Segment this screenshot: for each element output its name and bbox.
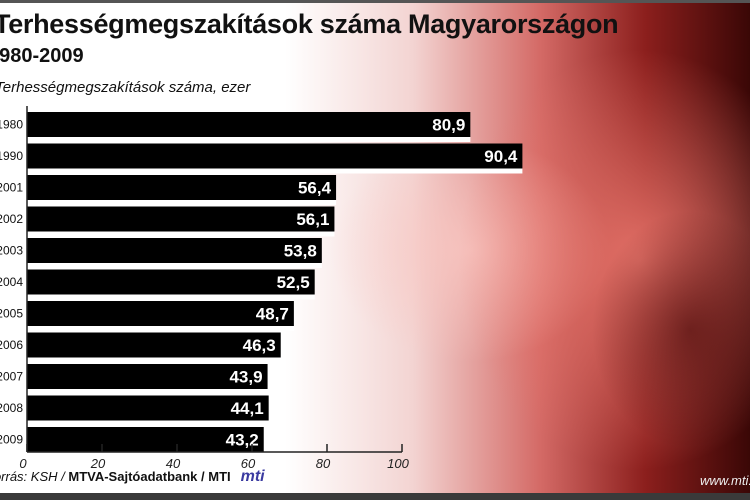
value-label: 53,8 — [284, 242, 317, 261]
category-label: 2008 — [0, 401, 23, 415]
category-label: 2009 — [0, 433, 23, 447]
x-tick-label: 40 — [166, 456, 181, 471]
category-label: 2001 — [0, 181, 23, 195]
x-tick-label: 0 — [19, 456, 27, 471]
value-label: 46,3 — [243, 336, 276, 355]
bar-highlight — [27, 200, 337, 205]
source-bold: MTVA-Sajtóadatbank / MTI — [68, 469, 231, 484]
bar-highlight — [27, 326, 294, 331]
value-label: 52,5 — [277, 273, 310, 292]
value-label: 44,1 — [231, 399, 264, 418]
website-link[interactable]: www.mti.hu — [700, 473, 750, 488]
bar-highlight — [27, 168, 523, 174]
bar-2007 — [27, 364, 268, 389]
bar-2003 — [27, 238, 322, 263]
category-label: 1980 — [0, 118, 23, 132]
value-label: 43,2 — [226, 431, 259, 450]
bar-highlight — [27, 137, 471, 142]
bar-2005 — [27, 301, 294, 326]
category-label: 2007 — [0, 370, 23, 384]
bar-2006 — [27, 332, 281, 358]
value-label: 90,4 — [484, 147, 518, 166]
category-label: 2003 — [0, 244, 23, 258]
x-tick-label: 20 — [90, 456, 106, 471]
x-tick-label: 100 — [387, 456, 409, 471]
top-border — [0, 0, 750, 3]
footer-row: Forrás: KSH / MTVA-Sajtóadatbank / MTI m… — [0, 468, 265, 486]
bar-2001 — [27, 175, 337, 200]
bar-highlight — [27, 231, 335, 237]
bar-highlight — [27, 389, 268, 394]
bottom-border — [0, 493, 750, 500]
bar-highlight — [27, 452, 264, 457]
bar-2009 — [27, 427, 264, 452]
category-label: 1990 — [0, 149, 23, 163]
category-label: 2004 — [0, 275, 23, 289]
category-label: 2002 — [0, 212, 23, 226]
bar-highlight — [27, 294, 315, 300]
category-label: 2005 — [0, 307, 23, 321]
chart-title: Terhességmegszakítások száma Magyarorszá… — [0, 9, 619, 39]
mti-logo: mti — [240, 468, 265, 485]
bar-1990 — [27, 143, 523, 169]
chart-subtitle: 1980-2009 — [0, 45, 84, 67]
value-label: 56,1 — [296, 210, 329, 229]
x-tick-label: 60 — [241, 456, 256, 471]
bar-1980 — [27, 112, 471, 137]
value-label: 80,9 — [432, 116, 465, 135]
value-label: 43,9 — [229, 368, 262, 387]
bar-highlight — [27, 263, 322, 268]
bar-2008 — [27, 395, 269, 421]
bar-2004 — [27, 269, 315, 295]
bar-highlight — [27, 420, 269, 426]
source-prefix: Forrás: KSH / — [0, 469, 65, 484]
x-tick-label: 80 — [316, 456, 331, 471]
source-credit: Forrás: KSH / MTVA-Sajtóadatbank / MTI — [0, 469, 231, 484]
value-label: 48,7 — [256, 305, 289, 324]
bar-2002 — [27, 206, 335, 232]
bar-highlight — [27, 357, 281, 363]
axis-unit-label: Terhességmegszakítások száma, ezer — [0, 79, 251, 96]
category-label: 2006 — [0, 338, 23, 352]
value-label: 56,4 — [298, 179, 332, 198]
